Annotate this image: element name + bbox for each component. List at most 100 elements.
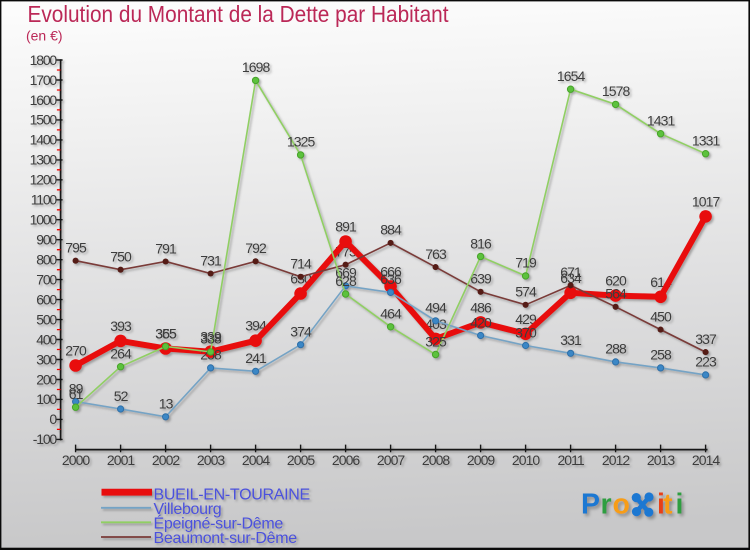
svg-text:1017: 1017 xyxy=(692,193,721,209)
svg-text:800: 800 xyxy=(36,252,57,268)
svg-text:1800: 1800 xyxy=(30,52,58,68)
svg-text:750: 750 xyxy=(110,249,132,265)
svg-text:900: 900 xyxy=(36,232,57,248)
svg-text:1300: 1300 xyxy=(30,152,58,168)
svg-text:450: 450 xyxy=(650,308,672,324)
svg-text:374: 374 xyxy=(290,324,312,340)
svg-text:241: 241 xyxy=(245,350,267,366)
svg-text:1500: 1500 xyxy=(30,112,58,128)
svg-text:Villebourg: Villebourg xyxy=(154,501,222,518)
svg-text:1700: 1700 xyxy=(30,72,58,88)
svg-text:884: 884 xyxy=(380,222,402,238)
svg-text:1200: 1200 xyxy=(30,172,58,188)
svg-text:420: 420 xyxy=(470,314,492,330)
svg-text:0: 0 xyxy=(49,411,57,427)
svg-text:300: 300 xyxy=(36,351,57,367)
svg-text:700: 700 xyxy=(36,271,57,287)
svg-text:1654: 1654 xyxy=(557,68,586,84)
svg-text:337: 337 xyxy=(695,331,717,347)
svg-text:52: 52 xyxy=(114,388,129,404)
svg-text:13: 13 xyxy=(159,396,174,412)
svg-text:1400: 1400 xyxy=(30,132,58,148)
svg-text:393: 393 xyxy=(110,318,132,334)
svg-text:Evolution du Montant de la Det: Evolution du Montant de la Dette par Hab… xyxy=(28,1,450,27)
svg-text:634: 634 xyxy=(560,270,582,286)
svg-text:486: 486 xyxy=(470,299,492,315)
svg-text:464: 464 xyxy=(380,306,402,322)
svg-text:500: 500 xyxy=(36,311,57,327)
svg-text:671: 671 xyxy=(560,264,582,280)
svg-text:61: 61 xyxy=(69,386,84,402)
svg-text:o: o xyxy=(613,489,630,521)
svg-text:264: 264 xyxy=(110,346,132,362)
svg-text:2000: 2000 xyxy=(62,452,91,468)
svg-text:2009: 2009 xyxy=(467,452,496,468)
svg-text:2012: 2012 xyxy=(602,452,631,468)
svg-text:1100: 1100 xyxy=(31,192,58,208)
svg-text:494: 494 xyxy=(425,300,447,316)
svg-text:763: 763 xyxy=(425,246,447,262)
svg-text:200: 200 xyxy=(36,371,57,387)
svg-text:i: i xyxy=(676,489,684,521)
svg-text:574: 574 xyxy=(515,284,537,300)
svg-text:2010: 2010 xyxy=(512,452,541,468)
svg-text:365: 365 xyxy=(155,325,177,341)
svg-text:666: 666 xyxy=(380,263,402,279)
svg-text:792: 792 xyxy=(245,240,267,256)
svg-text:355: 355 xyxy=(155,326,177,342)
svg-text:1600: 1600 xyxy=(30,92,58,108)
svg-text:i: i xyxy=(657,489,665,521)
svg-text:429: 429 xyxy=(515,311,537,327)
svg-text:816: 816 xyxy=(470,235,492,251)
svg-text:339: 339 xyxy=(200,329,222,345)
svg-text:1000: 1000 xyxy=(30,212,58,228)
svg-text:338: 338 xyxy=(200,331,222,347)
svg-text:370: 370 xyxy=(515,324,537,340)
svg-text:(en €): (en €) xyxy=(26,27,63,43)
svg-text:BUEIL-EN-TOURAINE: BUEIL-EN-TOURAINE xyxy=(154,486,310,503)
svg-text:2002: 2002 xyxy=(152,452,181,468)
svg-text:639: 639 xyxy=(470,271,492,287)
svg-text:325: 325 xyxy=(425,333,447,349)
svg-text:2006: 2006 xyxy=(332,452,361,468)
svg-text:891: 891 xyxy=(335,219,357,235)
svg-text:2013: 2013 xyxy=(647,452,676,468)
svg-text:223: 223 xyxy=(695,354,717,370)
svg-text:100: 100 xyxy=(36,391,57,407)
svg-text:2011: 2011 xyxy=(557,452,584,468)
svg-text:1325: 1325 xyxy=(287,134,316,150)
svg-text:89: 89 xyxy=(69,380,84,396)
svg-text:2014: 2014 xyxy=(692,452,721,468)
svg-text:1578: 1578 xyxy=(602,83,631,99)
svg-text:636: 636 xyxy=(380,271,402,287)
svg-text:791: 791 xyxy=(155,240,177,256)
svg-text:270: 270 xyxy=(65,343,87,359)
svg-text:795: 795 xyxy=(65,240,87,256)
svg-text:2007: 2007 xyxy=(377,452,406,468)
svg-text:r: r xyxy=(601,489,612,521)
svg-text:2003: 2003 xyxy=(197,452,226,468)
svg-text:Épeigné-sur-Dême: Épeigné-sur-Dême xyxy=(154,514,284,533)
svg-text:331: 331 xyxy=(560,332,582,348)
svg-text:t: t xyxy=(663,489,673,521)
svg-text:628: 628 xyxy=(335,273,357,289)
svg-text:2005: 2005 xyxy=(287,452,316,468)
svg-text:2004: 2004 xyxy=(242,452,271,468)
svg-text:669: 669 xyxy=(335,265,357,281)
svg-text:620: 620 xyxy=(605,273,627,289)
svg-text:600: 600 xyxy=(36,291,57,307)
svg-text:731: 731 xyxy=(200,252,222,268)
svg-text:1698: 1698 xyxy=(242,59,271,75)
svg-text:400: 400 xyxy=(36,331,57,347)
svg-text:1431: 1431 xyxy=(647,113,676,129)
svg-text:P: P xyxy=(581,489,600,521)
svg-text:1331: 1331 xyxy=(692,133,721,149)
svg-text:719: 719 xyxy=(515,255,537,271)
svg-text:-100: -100 xyxy=(33,431,58,447)
svg-text:2008: 2008 xyxy=(422,452,451,468)
svg-text:2001: 2001 xyxy=(107,452,136,468)
svg-text:Beaumont-sur-Dême: Beaumont-sur-Dême xyxy=(154,530,298,547)
svg-text:258: 258 xyxy=(650,347,672,363)
svg-text:714: 714 xyxy=(290,256,312,272)
svg-text:288: 288 xyxy=(605,341,627,357)
